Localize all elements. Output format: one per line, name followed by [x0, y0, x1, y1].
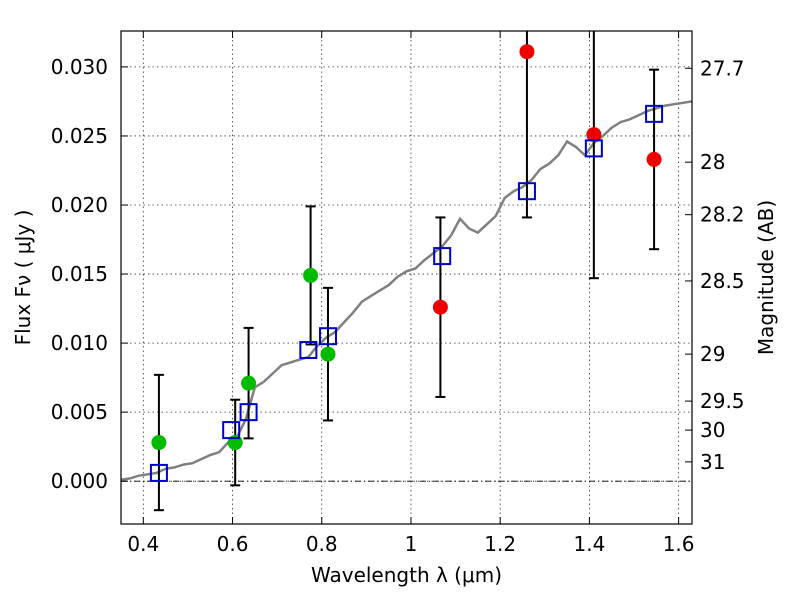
observed-point [151, 435, 167, 451]
x-axis-label: Wavelength λ (μm) [311, 563, 502, 587]
plot-frame [120, 30, 693, 525]
observed-point [646, 151, 662, 167]
y-tick-label: 0.025 [51, 124, 108, 148]
model-point-square [433, 247, 452, 266]
observed-point [519, 44, 535, 60]
y-tick-label: 0.005 [51, 400, 108, 424]
magnitude-tick-label: 27.7 [700, 56, 745, 80]
y-axis-label: Flux Fν ( μJy ) [11, 210, 35, 346]
magnitude-tick-label: 29.5 [700, 389, 745, 413]
observed-points [151, 44, 662, 451]
magnitude-tick-label: 28.2 [700, 203, 745, 227]
model-point-square [149, 463, 168, 482]
x-tick-label: 1.2 [484, 532, 516, 556]
observed-point [586, 127, 602, 143]
model-point-square [318, 327, 337, 346]
x-tick-label: 0.4 [127, 532, 159, 556]
x-tick-label: 1.4 [573, 532, 605, 556]
y-tick-label: 0.020 [51, 193, 108, 217]
x-tick-label: 0.6 [217, 532, 249, 556]
magnitude-tick-label: 31 [700, 450, 725, 474]
model-points [149, 104, 664, 482]
magnitude-tick-label: 30 [700, 418, 725, 442]
x-tick-label: 1 [405, 532, 418, 556]
x-axis-ticks: 0.4 0.6 0.8 1 1.2 1.4 1.6 [127, 31, 695, 556]
y-tick-label: 0.015 [51, 262, 108, 286]
model-point-square [239, 403, 258, 422]
y-tick-label: 0.000 [51, 469, 108, 493]
y-tick-label: 0.010 [51, 331, 108, 355]
model-point-square [517, 182, 536, 201]
observed-point [303, 267, 319, 283]
model-point-square [584, 139, 603, 158]
observed-point [320, 346, 336, 362]
magnitude-axis-ticks: 27.7 28 28.2 28.5 29 29.5 30 31 [685, 56, 745, 474]
y-tick-label: 0.030 [51, 55, 108, 79]
observed-point [241, 375, 257, 391]
magnitude-axis-label: Magnitude (AB) [754, 200, 778, 355]
x-tick-label: 1.6 [663, 532, 695, 556]
x-tick-label: 0.8 [306, 532, 338, 556]
model-point-square [222, 421, 241, 440]
y-axis-ticks: 0.000 0.005 0.010 0.015 0.020 0.025 0.030 [51, 55, 128, 493]
magnitude-tick-label: 28 [700, 150, 725, 174]
magnitude-tick-label: 28.5 [700, 269, 745, 293]
model-point-square [645, 104, 664, 123]
plot-area [121, 31, 692, 512]
model-point-square [299, 341, 318, 359]
observed-point [432, 299, 448, 315]
magnitude-tick-label: 29 [700, 342, 725, 366]
